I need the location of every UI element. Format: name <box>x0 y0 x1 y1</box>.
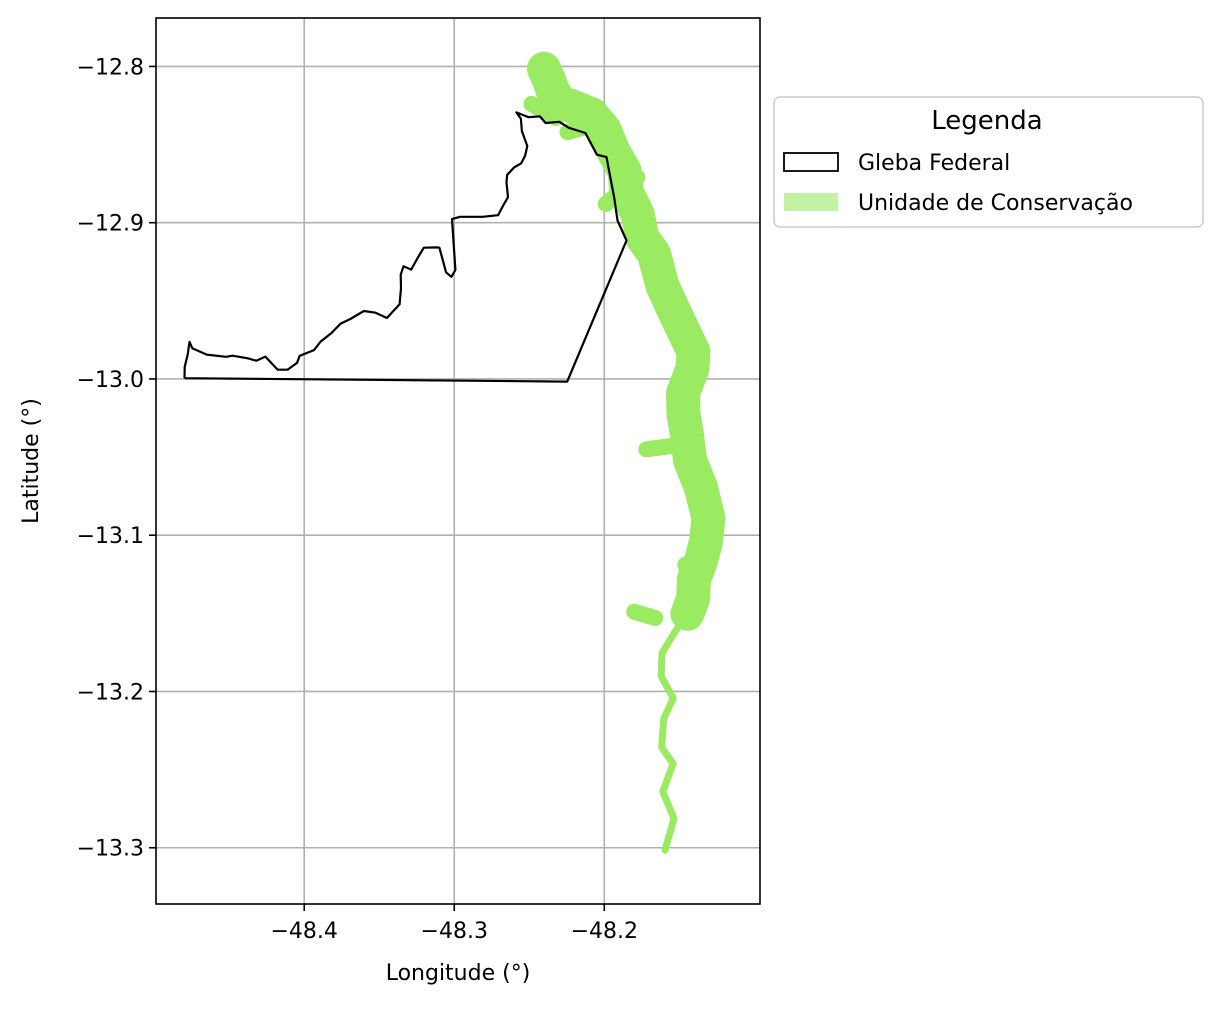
y-axis-label: Latitude (°) <box>19 398 44 524</box>
plot-frame <box>155 17 761 905</box>
legend-swatch-unidade-conservacao <box>784 193 838 211</box>
y-tick-label: −12.9 <box>77 212 144 237</box>
conservation-area-branch <box>523 95 564 126</box>
legend-label-unidade-conservacao: Unidade de Conservação <box>858 191 1133 216</box>
y-tick-label: −13.1 <box>77 524 144 549</box>
y-tick-label: −13.0 <box>77 368 144 393</box>
legend: Legenda Gleba Federal Unidade de Conserv… <box>773 96 1204 228</box>
gleba-federal-outline <box>183 111 628 383</box>
y-tick-label: −13.2 <box>77 680 144 705</box>
axis-ticks: −48.4 −48.3 −48.2 −12.8 −12.9 −13.0 −13.1 −13.2… <box>77 55 638 944</box>
conservation-area-upper <box>527 51 726 631</box>
legend-box <box>773 96 1204 228</box>
conservation-area-branch <box>638 436 691 458</box>
conservation-area-channel <box>657 610 691 854</box>
unidade-de-conservacao <box>523 51 726 854</box>
x-tick-label: −48.3 <box>421 919 488 944</box>
legend-title: Legenda <box>931 106 1042 136</box>
map-layers <box>183 51 726 854</box>
x-axis-label: Longitude (°) <box>386 961 531 986</box>
conservation-area-branch <box>597 169 646 212</box>
conservation-area-branch <box>677 556 710 583</box>
x-tick-label: −48.2 <box>571 919 638 944</box>
conservation-area-branch <box>559 117 599 141</box>
conservation-area-branch <box>626 603 664 626</box>
y-tick-label: −12.8 <box>77 55 144 80</box>
legend-label-gleba-federal: Gleba Federal <box>858 151 1010 176</box>
x-tick-label: −48.4 <box>271 919 338 944</box>
y-tick-label: −13.3 <box>77 837 144 862</box>
legend-swatch-gleba-federal <box>783 152 839 172</box>
